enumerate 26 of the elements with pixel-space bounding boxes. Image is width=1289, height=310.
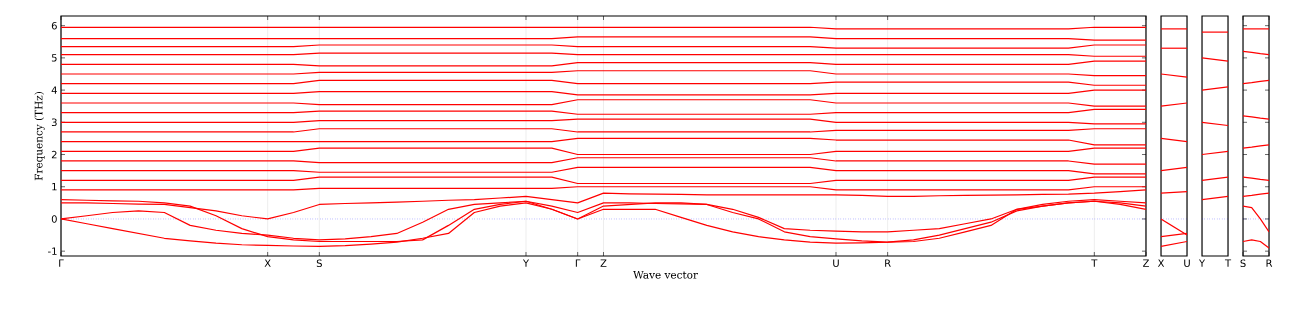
y-tick-label: -1: [48, 247, 57, 255]
y-tick-label: 3: [51, 118, 57, 127]
x-tick-label: U: [833, 259, 839, 267]
x-tick-label: X: [1157, 259, 1165, 267]
x-tick-label: Γ: [59, 259, 64, 267]
y-axis-title: Frequency (THz): [34, 92, 45, 181]
x-axis-title: Wave vector: [633, 270, 698, 279]
x-tick-label: S: [316, 259, 322, 268]
x-tick-label: Z: [600, 259, 607, 267]
y-tick-label: 4: [51, 86, 57, 94]
x-tick-label: R: [1266, 259, 1273, 267]
x-tick-label: X: [264, 259, 271, 267]
y-tick-label: 1: [52, 183, 57, 191]
x-tick-label: T: [1224, 259, 1232, 267]
x-tick-label: U: [1184, 259, 1190, 267]
x-tick-label: S: [1240, 259, 1246, 268]
x-tick-label: R: [885, 259, 891, 267]
y-tick-label: 6: [51, 21, 57, 30]
x-tick-label: Y: [1198, 259, 1206, 267]
y-tick-label: 2: [51, 150, 57, 159]
y-tick-label: 0: [51, 215, 57, 223]
x-tick-label: Y: [522, 259, 530, 267]
y-tick-label: 5: [51, 54, 57, 62]
x-tick-label: Z: [1143, 259, 1149, 267]
x-tick-label: Γ: [575, 259, 581, 267]
x-tick-label: T: [1091, 259, 1098, 267]
